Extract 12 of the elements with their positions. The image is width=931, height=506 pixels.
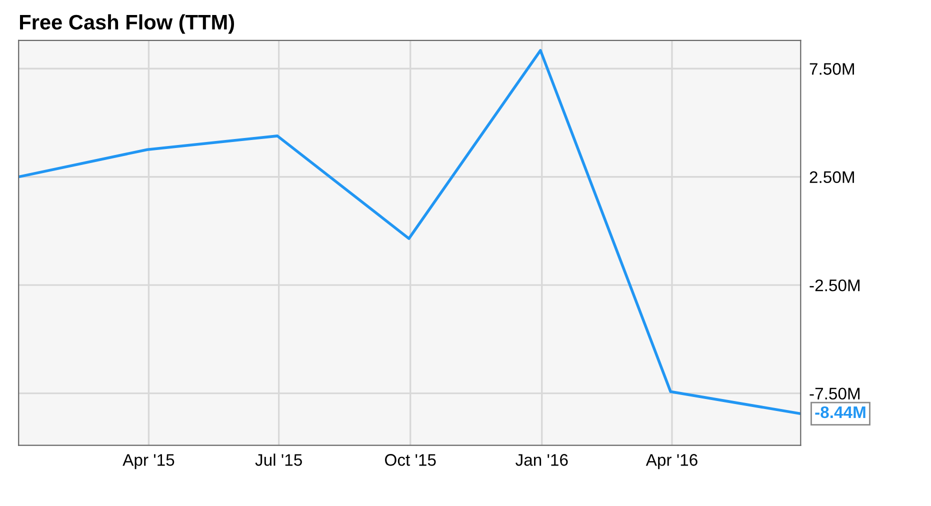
x-tick-label: Apr '16 [646, 454, 698, 470]
x-tick-label: Jan '16 [516, 454, 568, 466]
y-tick-label: -2.50M [810, 279, 860, 292]
x-tick-label: Jul '15 [255, 454, 302, 466]
y-tick-label: -7.50M [810, 388, 860, 400]
line-series [18, 49, 801, 416]
y-tick-label: 2.50M [810, 171, 854, 184]
x-tick-label: Apr '15 [122, 454, 174, 470]
x-tick-label: Oct '15 [385, 454, 436, 466]
chart-title: Free Cash Flow (TTM) [20, 14, 234, 34]
data-label: -8.44M [815, 406, 866, 418]
y-tick-label: 7.50M [810, 63, 854, 75]
